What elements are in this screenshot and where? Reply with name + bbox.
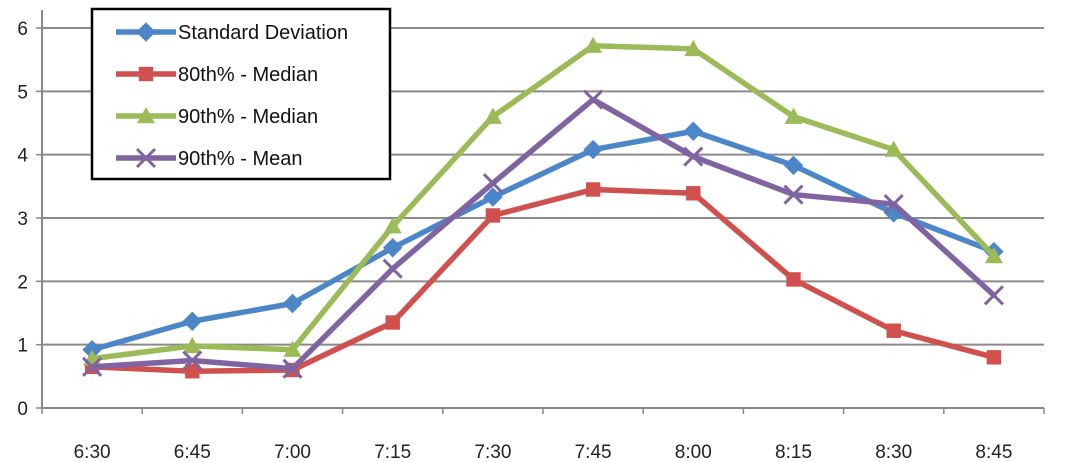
series-2 xyxy=(83,36,1003,366)
series-1 xyxy=(84,182,1002,379)
legend-label: 80th% - Median xyxy=(178,64,318,86)
x-tick-label: 7:15 xyxy=(374,442,411,462)
series-group xyxy=(82,36,1004,379)
data-point xyxy=(483,187,503,207)
data-point xyxy=(382,238,403,258)
legend-marker xyxy=(137,107,155,124)
x-tick-label: 7:30 xyxy=(474,442,511,462)
x-tick-label: 8:45 xyxy=(975,442,1012,462)
data-point xyxy=(183,336,202,354)
data-point xyxy=(784,107,803,124)
data-point xyxy=(383,217,402,234)
x-tick-label: 8:00 xyxy=(675,442,712,462)
data-point xyxy=(583,89,604,110)
data-point xyxy=(886,323,901,338)
data-point xyxy=(683,146,704,167)
data-point xyxy=(986,350,1002,365)
legend-label: Standard Deviation xyxy=(178,22,348,44)
legend-marker xyxy=(135,147,157,169)
data-point xyxy=(783,155,804,176)
data-point xyxy=(884,140,903,157)
y-tick-label: 3 xyxy=(17,209,28,230)
series-line xyxy=(89,42,997,362)
data-point xyxy=(783,184,804,205)
series-line xyxy=(89,128,997,353)
data-point xyxy=(683,121,704,141)
legend-item: 90th% - Mean xyxy=(116,147,303,170)
y-tick-label: 4 xyxy=(17,146,28,167)
data-point xyxy=(583,139,603,160)
data-point xyxy=(283,340,302,357)
data-point xyxy=(82,356,103,377)
data-point xyxy=(584,36,603,53)
y-axis-ticks: 0 1 2 3 4 5 6 xyxy=(17,19,42,420)
legend: Standard Deviation 80th% - Median 90th% - … xyxy=(90,7,392,181)
legend-marker xyxy=(138,66,154,82)
data-point xyxy=(686,186,701,201)
data-point xyxy=(585,182,601,197)
data-point xyxy=(984,247,1003,264)
x-axis-ticks: 6:30 6:45 7:00 7:15 7:30 7:45 8:00 8:15 8:30 8:45 xyxy=(41,408,1045,462)
x-tick-label: 7:00 xyxy=(274,442,311,462)
legend-item: 90th% - Median xyxy=(116,106,318,128)
data-point xyxy=(684,39,703,57)
y-tick-label: 1 xyxy=(17,336,28,357)
x-tick-label: 7:45 xyxy=(575,442,612,462)
legend-marker xyxy=(136,22,156,42)
data-point xyxy=(282,358,303,379)
y-tick-label: 6 xyxy=(17,19,28,40)
x-tick-label: 8:30 xyxy=(875,442,912,462)
data-point xyxy=(182,311,203,331)
x-tick-label: 6:30 xyxy=(74,442,111,462)
data-point xyxy=(485,208,501,223)
series-line xyxy=(89,186,997,375)
legend-item: 80th% - Median xyxy=(116,64,318,86)
y-tick-label: 2 xyxy=(17,272,28,293)
y-tick-label: 0 xyxy=(17,399,28,420)
x-tick-label: 6:45 xyxy=(174,442,211,462)
series-3 xyxy=(82,89,1004,379)
data-point xyxy=(883,194,904,215)
legend-item: Standard Deviation xyxy=(116,22,348,44)
y-tick-label: 5 xyxy=(17,82,28,103)
data-point xyxy=(385,315,400,330)
legend-label: 90th% - Mean xyxy=(178,148,303,170)
data-point xyxy=(482,173,503,194)
data-point xyxy=(185,364,200,379)
data-point xyxy=(282,293,303,314)
data-point xyxy=(786,272,801,287)
data-point xyxy=(983,285,1004,306)
data-point xyxy=(182,350,203,371)
x-tick-label: 8:15 xyxy=(775,442,812,462)
series-line xyxy=(89,96,997,372)
data-point xyxy=(382,258,403,279)
legend-label: 90th% - Median xyxy=(178,106,318,128)
data-point xyxy=(483,107,502,124)
